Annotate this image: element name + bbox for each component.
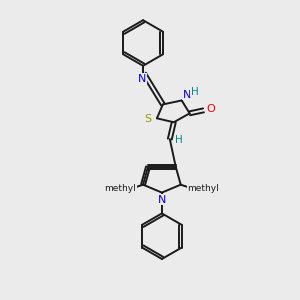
Text: S: S	[145, 114, 152, 124]
Text: N: N	[138, 74, 146, 84]
Text: methyl: methyl	[188, 184, 219, 193]
Text: methyl: methyl	[104, 184, 136, 193]
Text: H: H	[191, 86, 199, 97]
Text: O: O	[206, 104, 215, 114]
Text: H: H	[175, 135, 183, 145]
Text: N: N	[158, 194, 166, 205]
Text: N: N	[182, 89, 191, 100]
